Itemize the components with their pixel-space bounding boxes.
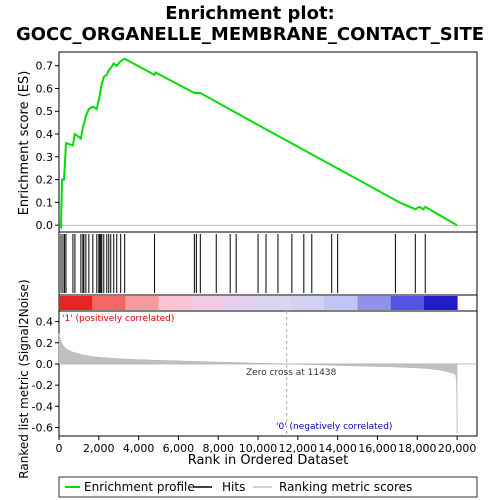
es-tick-label: 0.1 (36, 196, 54, 209)
metric-tick-label: 0.0 (36, 358, 54, 371)
es-tick-label: 0.4 (36, 128, 54, 141)
positive-correlation-label: '1' (positively correlated) (62, 314, 174, 324)
metric-axis-label: Ranked list metric (Signal2Noise) (17, 279, 31, 478)
legend-label-enrichment-profile: Enrichment profile (84, 480, 195, 494)
metric-tick-label: -0.6 (32, 422, 53, 435)
x-tick-label: 4,000 (123, 442, 155, 455)
legend: Enrichment profile Hits Ranking metric s… (58, 476, 478, 498)
es-tick-label: 0.3 (36, 151, 54, 164)
metric-tick-label: 0.2 (36, 337, 54, 350)
colorbar-segment (224, 296, 259, 310)
enrichment-profile-line (58, 57, 458, 230)
x-tick-label: 0 (56, 442, 63, 455)
es-axis-label: Enrichment score (ES) (17, 71, 32, 216)
colorbar-segment (92, 296, 126, 310)
x-tick-label: 8,000 (202, 442, 234, 455)
x-tick-label: 20,000 (438, 442, 477, 455)
enrichment-score-panel: 0.0 0.1 0.2 0.3 0.4 0.5 0.6 0.7 (36, 51, 478, 233)
hits-panel-frame (58, 231, 478, 296)
colorbar-segment (291, 296, 325, 310)
colorbar-segment (59, 296, 93, 310)
x-tick-label: 16,000 (358, 442, 397, 455)
es-tick-label: 0.7 (36, 60, 54, 73)
colorbar-segment (390, 296, 425, 310)
legend-label-ranking-metric: Ranking metric scores (279, 480, 412, 494)
x-tick-label: 2,000 (83, 442, 115, 455)
x-tick-label: 18,000 (398, 442, 437, 455)
zero-cross-annotation: Zero cross at 11438 (246, 368, 337, 378)
legend-label-hits: Hits (222, 480, 245, 494)
rank-colorbar (58, 294, 478, 312)
metric-tick-label: -0.2 (32, 379, 53, 392)
es-panel-frame (58, 51, 478, 233)
es-tick-label: 0.2 (36, 174, 54, 187)
metric-tick-label: 0.4 (36, 316, 54, 329)
x-tick-label: 10,000 (239, 442, 278, 455)
colorbar-segment (324, 296, 359, 310)
chart-title-line1: Enrichment plot: (165, 3, 335, 24)
metric-panel-frame (58, 310, 478, 437)
x-tick-label: 6,000 (163, 442, 195, 455)
ranked-metric-panel: 0.4 0.2 0.0 -0.2 -0.4 -0.6 '1' (positively co… (32, 310, 478, 437)
ranking-metric-area (58, 333, 458, 434)
x-axis-label: Rank in Ordered Dataset (188, 453, 349, 468)
es-tick-label: 0.0 (36, 219, 54, 232)
x-tick-label: 12,000 (279, 442, 318, 455)
colorbar-segment (158, 296, 193, 310)
hits-panel (58, 231, 478, 296)
colorbar-segment (191, 296, 226, 310)
es-tick-label: 0.6 (36, 82, 54, 95)
chart-title-line2: GOCC_ORGANELLE_MEMBRANE_CONTACT_SITE (16, 24, 484, 45)
metric-tick-label: -0.4 (32, 400, 53, 413)
colorbar-segment (423, 296, 458, 310)
colorbar-segment (125, 296, 160, 310)
colorbar-segment (357, 296, 392, 310)
x-tick-label: 14,000 (318, 442, 357, 455)
es-tick-label: 0.5 (36, 105, 54, 118)
colorbar-segment (258, 296, 292, 310)
negative-correlation-label: '0' (negatively correlated) (276, 422, 392, 432)
